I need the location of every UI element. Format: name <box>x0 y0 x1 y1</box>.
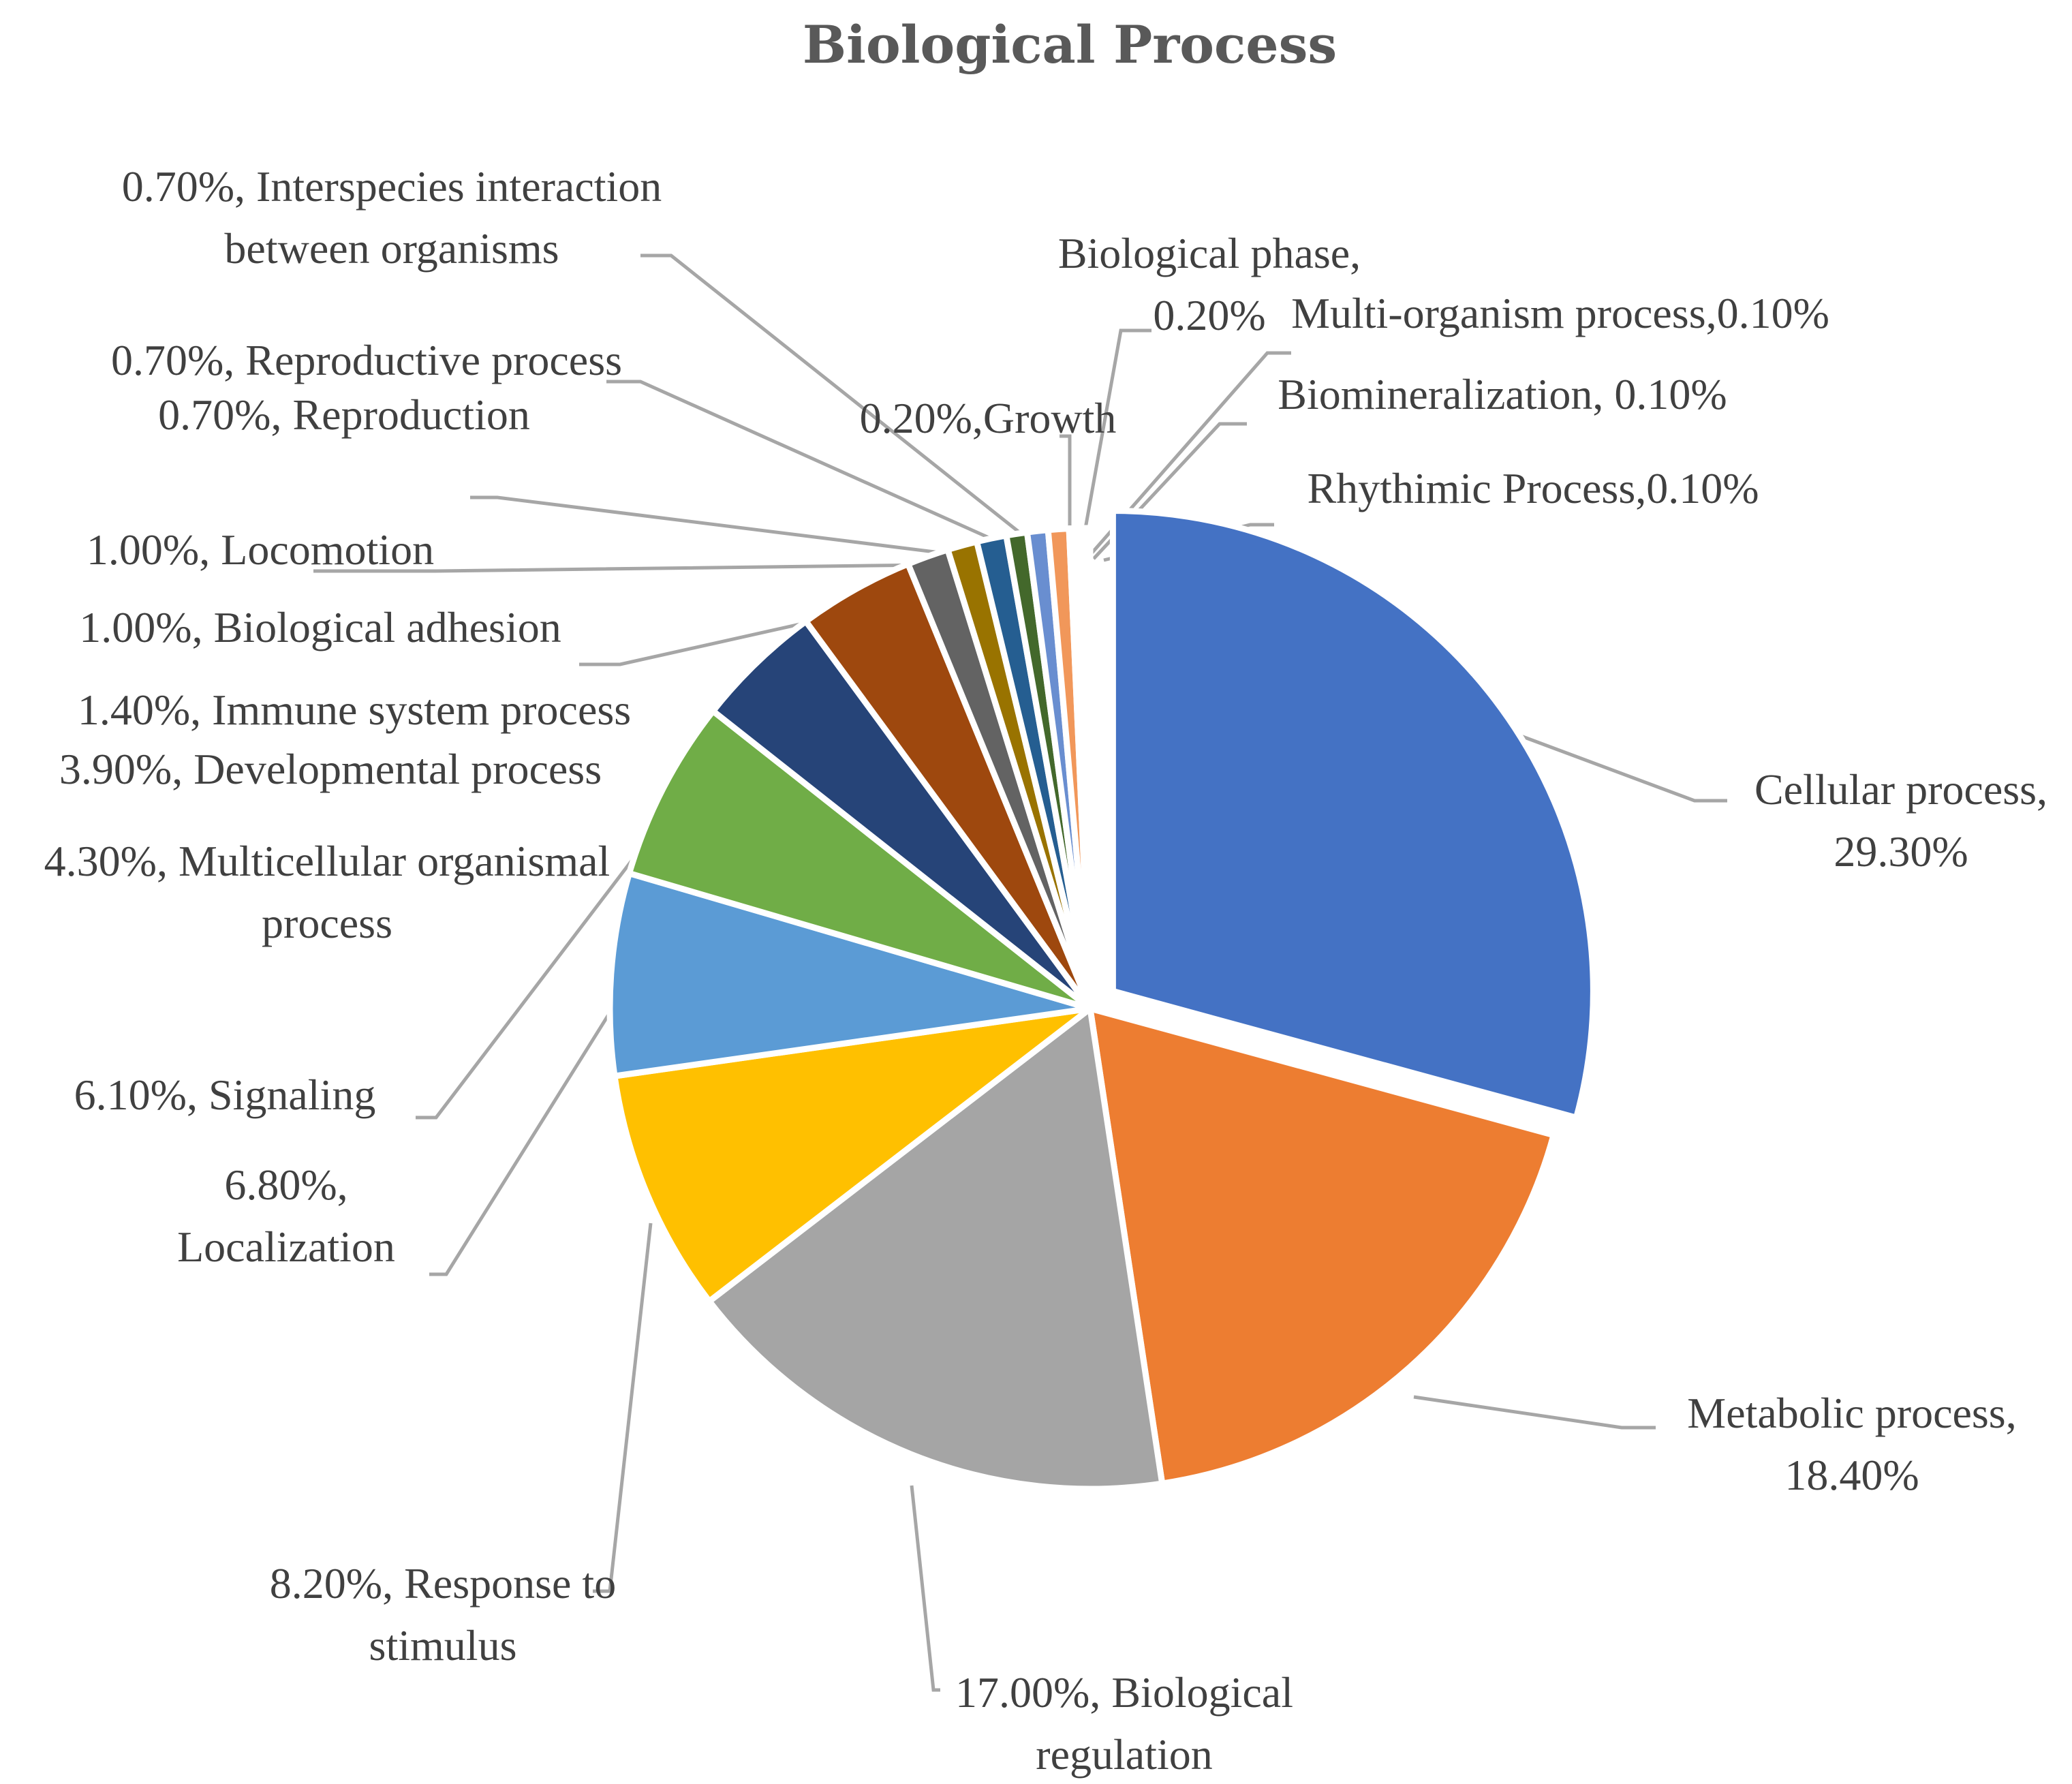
slice-signaling <box>626 707 1094 1012</box>
data-label-growth: 0.20%,Growth <box>860 394 1117 442</box>
slice-response-to-stimulus <box>611 1005 1094 1305</box>
slice-cellular-process <box>1109 508 1596 1121</box>
leader-line-multi-organism-process <box>1085 351 1291 560</box>
data-label-developmental-process: 3.90%, Developmental process <box>59 745 602 793</box>
data-label-rhythimic-process: Rhythimic Process,0.10% <box>1307 464 1759 512</box>
data-label-immune-system-process: 1.40%, Immune system process <box>78 686 631 734</box>
leader-line-locomotion <box>313 562 985 573</box>
data-label-locomotion: 1.00%, Locomotion <box>87 525 434 574</box>
slice-metabolic-process <box>1087 1005 1557 1487</box>
data-label-reproductive-process: 0.70%, Reproductive process <box>111 336 622 384</box>
slice-rhythimic-process <box>1084 525 1094 1012</box>
data-label-biological-phase: Biological phase, 0.20% <box>1058 229 1361 339</box>
leader-line-signaling <box>416 816 666 1120</box>
pie-slices <box>606 508 1596 1492</box>
data-label-biological-regulation: 17.00%, Biological regulation <box>955 1668 1293 1779</box>
leader-line-localization <box>429 1000 619 1276</box>
data-label-multicellular-organismal-process: 4.30%, Multicellular organismal process <box>44 837 610 947</box>
leader-lines <box>313 253 1727 1692</box>
data-label-reproduction: 0.70%, Reproduction <box>158 390 530 439</box>
leader-line-interspecies-interaction-between-organisms <box>640 253 1054 560</box>
chart-title: Biological Process <box>803 14 1337 75</box>
leader-line-response-to-stimulus <box>593 1222 653 1593</box>
data-label-localization: 6.80%, Localization <box>177 1160 395 1271</box>
data-label-cellular-process: Cellular process, 29.30% <box>1754 765 2047 876</box>
leader-line-metabolic-process <box>1413 1395 1656 1430</box>
data-label-biomineralization: Biomineralization, 0.10% <box>1278 370 1727 418</box>
data-label-metabolic-process: Metabolic process, 18.40% <box>1687 1389 2016 1499</box>
data-label-interspecies-interaction-between-organisms: 0.70%, Interspecies interaction between o… <box>122 162 662 273</box>
data-labels: Cellular process, 29.30% Metabolic process… <box>44 162 2047 1779</box>
leader-line-growth <box>1060 434 1072 560</box>
data-label-biological-adhesion: 1.00%, Biological adhesion <box>79 603 561 651</box>
leader-line-cellular-process <box>1498 726 1727 803</box>
leader-line-biological-phase <box>1078 328 1151 559</box>
leader-line-reproductive-process <box>606 380 1040 562</box>
data-label-multi-organism-process: Multi-organism process,0.10% <box>1291 289 1829 337</box>
data-label-response-to-stimulus: 8.20%, Response to stimulus <box>270 1559 616 1670</box>
slice-localization <box>606 870 1094 1079</box>
leader-line-reproduction <box>470 495 1023 565</box>
data-label-signaling: 6.10%, Signaling <box>74 1071 376 1119</box>
leader-line-biological-regulation <box>910 1485 940 1692</box>
slice-biological-regulation <box>706 1005 1166 1492</box>
